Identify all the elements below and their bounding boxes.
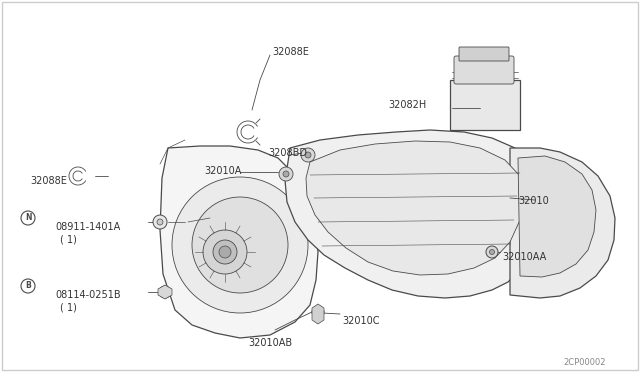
Text: 32010: 32010 — [518, 196, 548, 206]
Circle shape — [203, 230, 247, 274]
Circle shape — [213, 240, 237, 264]
Circle shape — [305, 152, 311, 158]
FancyBboxPatch shape — [454, 56, 514, 84]
Text: ( 1): ( 1) — [60, 302, 77, 312]
Polygon shape — [158, 285, 172, 299]
Circle shape — [279, 167, 293, 181]
Circle shape — [192, 197, 288, 293]
Text: 32088E: 32088E — [30, 176, 67, 186]
Text: 32082H: 32082H — [388, 100, 426, 110]
Text: 32010AB: 32010AB — [248, 338, 292, 348]
Text: 32010A: 32010A — [204, 166, 241, 176]
Polygon shape — [510, 148, 615, 298]
Text: N: N — [25, 214, 31, 222]
Text: 32010AA: 32010AA — [502, 252, 547, 262]
Circle shape — [312, 306, 324, 318]
Circle shape — [21, 279, 35, 293]
Text: 32088E: 32088E — [272, 47, 309, 57]
Circle shape — [153, 215, 167, 229]
Circle shape — [157, 219, 163, 225]
Polygon shape — [306, 141, 525, 275]
Text: 08114-0251B: 08114-0251B — [55, 290, 120, 300]
Circle shape — [486, 246, 498, 258]
Circle shape — [219, 246, 231, 258]
Polygon shape — [450, 80, 520, 130]
Text: 32010C: 32010C — [342, 316, 380, 326]
Polygon shape — [518, 156, 596, 277]
Polygon shape — [312, 304, 324, 324]
FancyBboxPatch shape — [459, 47, 509, 61]
Polygon shape — [160, 146, 318, 338]
Text: ( 1): ( 1) — [60, 234, 77, 244]
Circle shape — [283, 171, 289, 177]
Circle shape — [490, 250, 495, 254]
Circle shape — [172, 177, 308, 313]
Text: 08911-1401A: 08911-1401A — [55, 222, 120, 232]
Circle shape — [21, 211, 35, 225]
Text: 3208BD: 3208BD — [268, 148, 307, 158]
Text: B: B — [25, 282, 31, 291]
Text: 2CP00002: 2CP00002 — [563, 358, 606, 367]
Circle shape — [159, 286, 171, 298]
Polygon shape — [285, 130, 540, 298]
Circle shape — [301, 148, 315, 162]
